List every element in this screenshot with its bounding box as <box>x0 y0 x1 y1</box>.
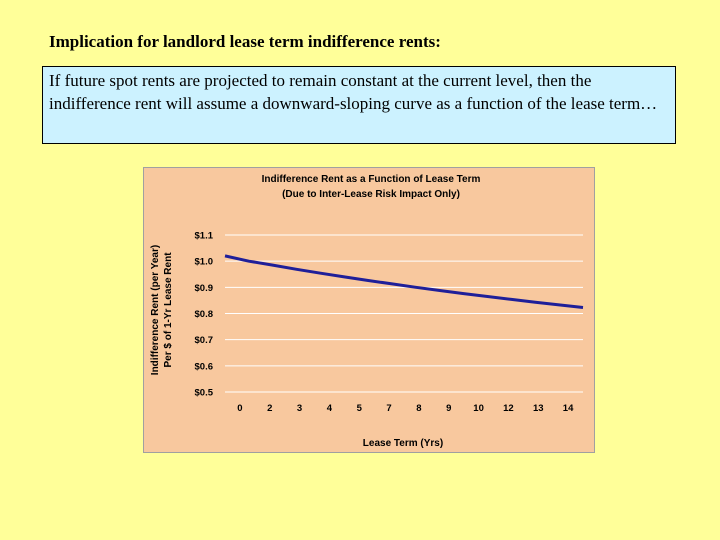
x-tick-label: 5 <box>357 403 363 414</box>
y-tick-label: $0.9 <box>195 283 214 294</box>
x-tick-label: 10 <box>473 403 484 414</box>
chart: Indifference Rent as a Function of Lease… <box>143 167 595 453</box>
x-tick-label: 3 <box>297 403 302 414</box>
y-tick-label: $0.5 <box>195 388 214 399</box>
x-tick-label: 13 <box>533 403 544 414</box>
x-tick-label: 12 <box>503 403 514 414</box>
x-axis-label: Lease Term (Yrs) <box>363 438 443 449</box>
x-tick-label: 7 <box>386 403 391 414</box>
chart-frame <box>143 167 595 453</box>
y-tick-label: $0.6 <box>195 361 214 372</box>
x-tick-label: 0 <box>237 403 242 414</box>
y-tick-label: $0.7 <box>195 335 214 346</box>
x-tick-label: 14 <box>563 403 574 414</box>
page-heading: Implication for landlord lease term indi… <box>49 32 441 51</box>
y-tick-label: $0.8 <box>195 309 214 320</box>
x-tick-label: 4 <box>327 403 333 414</box>
x-tick-label: 8 <box>416 403 421 414</box>
y-tick-label: $1.1 <box>195 231 214 242</box>
x-tick-label: 9 <box>446 403 451 414</box>
x-tick-label: 2 <box>267 403 272 414</box>
y-axis-label-line1: Indifference Rent (per Year) <box>150 245 161 375</box>
y-axis-label-line2: Per $ of 1-Yr Lease Rent <box>163 252 174 368</box>
y-tick-label: $1.0 <box>195 257 214 268</box>
callout-box: If future spot rents are projected to re… <box>42 66 676 144</box>
series-line <box>224 254 584 309</box>
chart-title: Indifference Rent as a Function of Lease… <box>262 174 481 185</box>
chart-svg: Indifference Rent as a Function of Lease… <box>143 167 595 453</box>
chart-subtitle: (Due to Inter-Lease Risk Impact Only) <box>282 189 460 200</box>
